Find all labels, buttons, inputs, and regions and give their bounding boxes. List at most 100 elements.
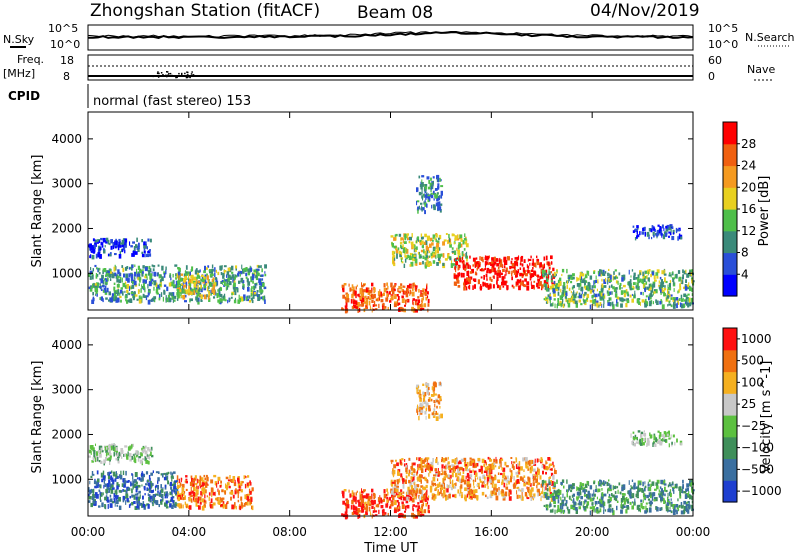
echo-cell [174,480,177,483]
echo-cell [450,474,452,479]
echo-cell [632,285,635,288]
echo-cell [453,250,457,255]
echo-cell [136,492,139,496]
echo-cell [197,291,200,297]
echo-cell [664,285,666,288]
echo-cell [672,486,675,489]
echo-cell [160,473,162,476]
echo-cell [516,270,519,275]
echo-cell [601,481,603,485]
echo-cell [652,231,655,236]
echo-cell [428,193,430,196]
echo-cell [599,269,602,272]
echo-cell [461,260,464,264]
echo-cell [405,300,407,305]
echo-cell [424,392,427,397]
echo-cell [458,244,461,248]
echo-cell [531,269,534,273]
echo-cell [656,269,660,274]
echo-cell [623,500,626,505]
echo-cell [112,445,115,449]
echo-cell [660,279,663,284]
colorbar-swatch [723,165,737,188]
echo-cell [406,248,408,253]
echo-cell [648,479,651,483]
echo-cell [97,450,101,453]
echo-cell [437,468,439,473]
echo-cell [148,475,151,480]
echo-cell [537,471,540,475]
echo-cell [458,460,462,465]
echo-cell [668,509,672,512]
echo-cell [117,286,119,290]
echo-cell [489,284,492,289]
echo-cell [250,278,253,283]
echo-cell [545,284,548,288]
echo-cell [175,273,178,277]
echo-cell [597,481,600,485]
echo-cell [662,284,665,287]
echo-cell [539,275,542,280]
echo-cell [169,503,172,508]
echo-cell [150,451,152,456]
echo-cell [542,470,544,475]
echo-cell [403,463,406,467]
freq-dot [162,74,164,76]
echo-cell [515,471,519,475]
echo-cell [515,481,518,485]
echo-cell [505,267,508,272]
echo-cell [241,296,244,302]
echo-cell [595,485,597,490]
echo-cell [690,272,692,277]
echo-cell [152,502,154,507]
echo-cell [422,193,425,197]
echo-cell [224,299,227,302]
echo-cell [230,491,234,495]
freq-top-tick: 18 [60,54,74,67]
echo-cell [399,492,402,496]
echo-cell [111,487,115,490]
echo-cell [408,457,411,461]
echo-cell [443,239,447,242]
echo-cell [546,492,549,496]
echo-cell [196,501,199,504]
echo-cell [355,300,358,305]
echo-cell [597,490,599,493]
echo-cell [204,490,207,493]
echo-cell [687,504,689,509]
echo-cell [457,254,459,259]
echo-cell [545,301,548,304]
echo-cell [417,209,419,214]
echo-cell [632,282,636,285]
echo-cell [511,284,514,288]
echo-cell [198,480,200,484]
echo-cell [673,288,675,292]
echo-cell [604,294,606,299]
echo-cell [530,281,532,286]
echo-cell [383,287,387,293]
echo-cell [239,505,242,511]
echo-cell [438,247,441,251]
echo-cell [510,475,513,479]
echo-cell [406,496,409,501]
freq-dot [160,72,163,74]
echo-cell [677,508,680,512]
echo-cell [432,482,435,487]
echo-cell [373,293,376,299]
echo-cell [184,289,186,293]
echo-cell [683,506,687,509]
echo-cell [204,494,206,499]
echo-cell [614,293,618,298]
echo-cell [589,289,592,294]
echo-cell [477,482,480,488]
echo-cell [545,507,548,511]
echo-cell [532,477,535,482]
echo-cell [393,245,397,249]
echo-cell [170,486,172,490]
echo-cell [110,271,113,274]
echo-cell [547,484,548,487]
echo-cell [250,290,254,295]
echo-cell [445,496,447,501]
echo-cell [481,458,485,464]
